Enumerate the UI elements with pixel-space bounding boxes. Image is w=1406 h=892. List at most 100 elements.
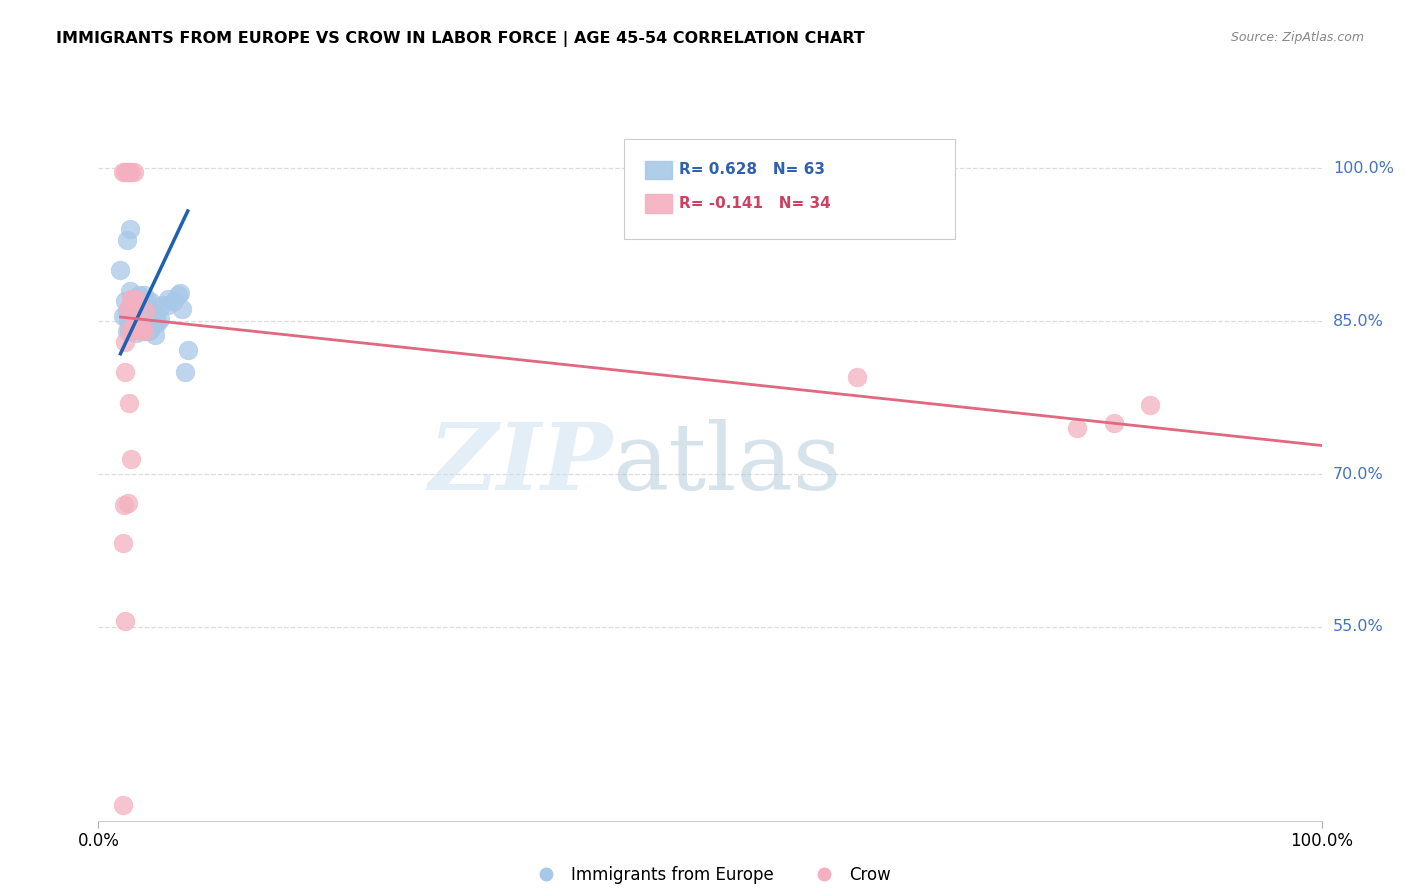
Point [115,304,138,318]
Point [139,293,162,308]
Point [121,306,143,320]
Text: Source: ZipAtlas.com: Source: ZipAtlas.com [1230,31,1364,45]
Legend: Immigrants from Europe, Crow: Immigrants from Europe, Crow [523,860,897,891]
Point [129,324,152,338]
Point [120,324,142,338]
Point [114,293,136,308]
Point [125,301,148,316]
Point [129,318,152,333]
Point [110,263,132,277]
Point [114,165,136,179]
Point [118,324,141,338]
Point [170,301,193,316]
Bar [645,161,672,179]
Point [115,165,138,179]
Point [120,292,142,306]
Point [115,233,138,247]
Point [174,365,197,379]
Point [145,316,167,330]
Point [125,326,148,341]
Point [163,293,186,308]
Point [136,293,159,308]
Point [128,319,150,334]
Point [115,324,138,338]
Point [128,301,150,316]
Point [134,306,156,320]
Point [146,316,169,330]
Point [111,536,134,550]
Point [1139,398,1161,412]
Point [118,304,141,318]
Text: R= -0.141   N= 34: R= -0.141 N= 34 [679,196,831,211]
Text: 100.0%: 100.0% [1333,161,1393,176]
Text: R= 0.628   N= 63: R= 0.628 N= 63 [679,162,825,178]
Point [139,322,162,336]
Point [167,287,190,301]
Point [111,798,134,813]
Point [169,285,191,300]
Point [129,301,152,316]
Point [845,370,868,384]
Point [136,316,159,330]
Point [131,299,153,313]
Point [142,316,165,330]
Point [132,301,155,316]
Point [118,395,141,409]
Point [135,304,157,318]
Point [122,165,145,179]
Point [120,451,142,466]
Point [143,308,166,322]
FancyBboxPatch shape [624,139,955,239]
Point [143,328,166,343]
Point [122,312,145,326]
Point [132,324,155,338]
Text: 55.0%: 55.0% [1333,619,1384,634]
Point [132,287,155,301]
Point [111,165,134,179]
Point [145,308,167,322]
Point [120,284,142,298]
Text: 70.0%: 70.0% [1333,467,1384,482]
Point [117,301,139,316]
Text: ZIP: ZIP [427,419,612,508]
Point [127,308,149,322]
Point [141,314,163,328]
Point [128,319,150,334]
Point [157,292,180,306]
Point [138,310,160,324]
Point [128,318,150,333]
Point [134,299,156,313]
Point [141,304,163,318]
Point [128,293,150,308]
Point [1102,416,1125,430]
Point [111,309,134,323]
Point [124,304,146,318]
Point [114,365,136,379]
Point [139,310,162,324]
Text: 85.0%: 85.0% [1333,314,1384,328]
Point [129,319,152,334]
Point [149,312,172,326]
Point [117,314,139,328]
Point [117,495,139,509]
Point [114,334,136,349]
Point [150,298,173,312]
Point [131,312,153,326]
Point [135,312,157,326]
Point [177,343,200,357]
Point [120,322,142,336]
Point [121,292,143,306]
Point [124,318,146,333]
Point [128,287,150,301]
Point [125,292,148,306]
Text: atlas: atlas [612,419,841,508]
Point [120,308,142,322]
Point [125,318,148,333]
Point [118,316,141,330]
Point [138,324,160,338]
Point [112,498,135,512]
Point [114,614,136,628]
Point [135,324,157,338]
Point [118,165,141,179]
Bar [645,194,672,212]
